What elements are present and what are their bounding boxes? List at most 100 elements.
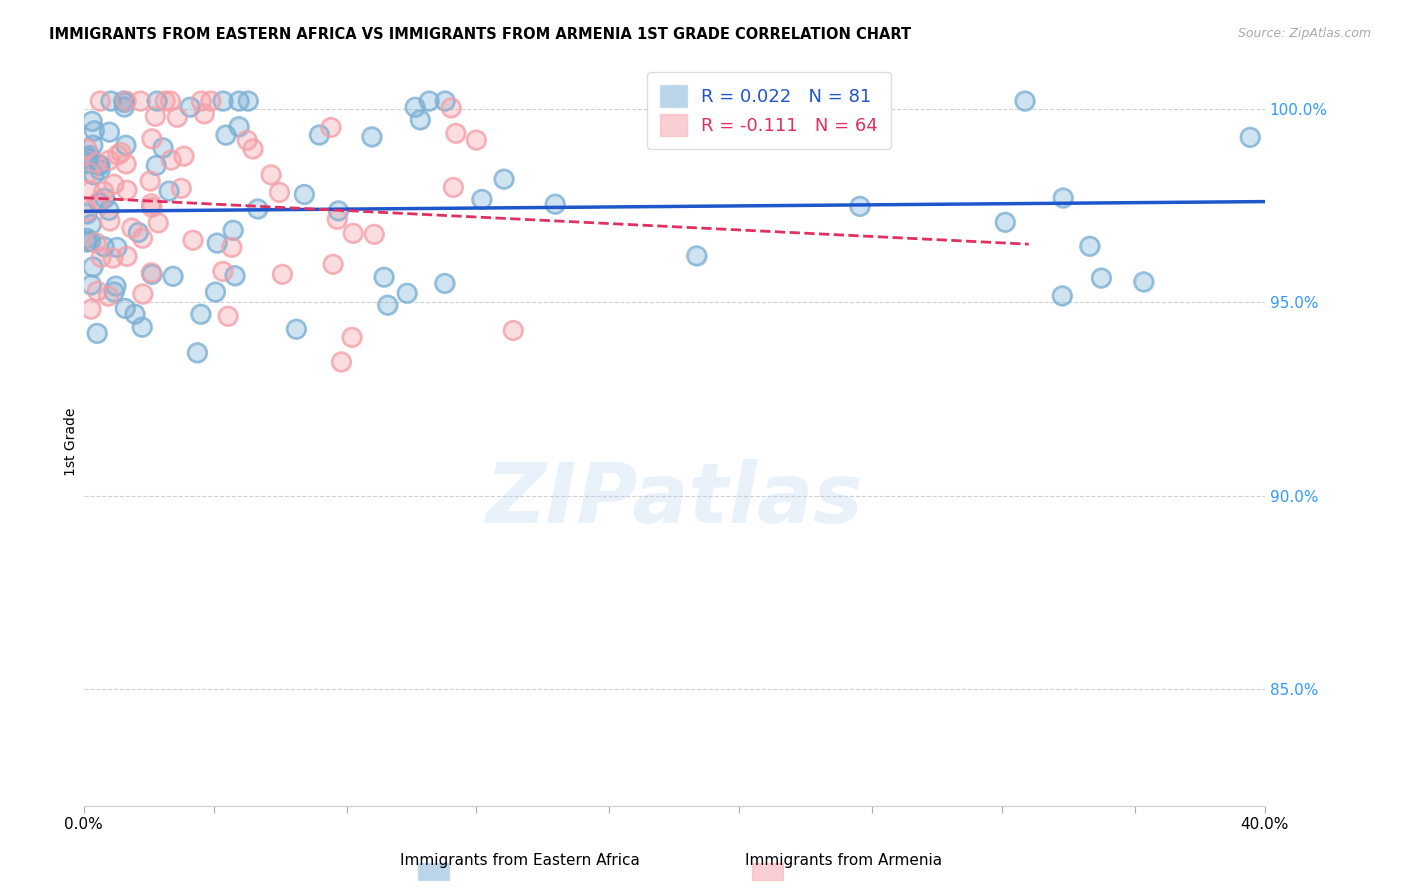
Point bbox=[112, 94, 135, 108]
Point bbox=[97, 289, 120, 303]
Point bbox=[465, 133, 488, 147]
Point bbox=[76, 235, 98, 249]
Point bbox=[141, 131, 163, 145]
Point bbox=[260, 168, 283, 182]
Point bbox=[328, 203, 350, 218]
Point bbox=[326, 212, 349, 227]
Point bbox=[131, 320, 153, 334]
Point bbox=[1239, 130, 1261, 145]
Point bbox=[228, 94, 250, 108]
Point bbox=[228, 120, 250, 134]
Point bbox=[360, 129, 382, 144]
Point bbox=[145, 158, 167, 172]
Point bbox=[242, 142, 264, 156]
Point bbox=[271, 267, 294, 281]
Point bbox=[363, 227, 385, 242]
Point bbox=[90, 251, 112, 265]
Point bbox=[221, 240, 243, 254]
Point bbox=[143, 109, 166, 123]
Point bbox=[342, 227, 364, 241]
Point bbox=[186, 345, 208, 359]
Point bbox=[685, 249, 707, 263]
Point bbox=[160, 153, 183, 167]
Point bbox=[1090, 271, 1112, 285]
Y-axis label: 1st Grade: 1st Grade bbox=[65, 408, 79, 475]
Point bbox=[89, 194, 111, 208]
Point bbox=[82, 260, 104, 274]
Point bbox=[93, 239, 115, 253]
Point bbox=[238, 94, 260, 108]
Point bbox=[115, 156, 138, 170]
Point bbox=[121, 220, 143, 235]
Point bbox=[84, 155, 107, 169]
Point bbox=[271, 267, 294, 281]
Point bbox=[1052, 289, 1074, 303]
Point bbox=[76, 156, 98, 170]
Point bbox=[340, 330, 363, 344]
Point bbox=[98, 153, 121, 168]
Point bbox=[104, 279, 127, 293]
Point bbox=[80, 218, 103, 232]
Point bbox=[205, 235, 228, 250]
Point bbox=[179, 100, 201, 114]
Point bbox=[143, 109, 166, 123]
Point bbox=[190, 307, 212, 321]
Point bbox=[98, 153, 121, 168]
Point bbox=[363, 227, 385, 242]
Point bbox=[222, 223, 245, 237]
Point bbox=[90, 251, 112, 265]
Point bbox=[157, 184, 180, 198]
Point bbox=[1078, 239, 1101, 253]
Point bbox=[115, 94, 138, 108]
Point bbox=[200, 94, 222, 108]
Point bbox=[103, 177, 125, 191]
Point bbox=[87, 158, 110, 172]
Point bbox=[101, 251, 124, 265]
Point bbox=[76, 203, 98, 218]
Point bbox=[114, 301, 136, 316]
Point bbox=[160, 153, 183, 167]
Point bbox=[152, 141, 174, 155]
Point bbox=[166, 110, 188, 124]
Point bbox=[1014, 94, 1036, 108]
Point bbox=[409, 112, 432, 127]
Point bbox=[112, 94, 135, 108]
Point bbox=[93, 191, 115, 205]
Point bbox=[127, 226, 149, 240]
Point bbox=[146, 216, 169, 230]
Point bbox=[441, 180, 464, 194]
Point bbox=[308, 128, 330, 142]
Point bbox=[308, 128, 330, 142]
Point bbox=[465, 133, 488, 147]
Point bbox=[373, 270, 395, 285]
Point bbox=[141, 196, 163, 211]
Point bbox=[121, 220, 143, 235]
Point bbox=[434, 94, 457, 108]
Point bbox=[98, 125, 121, 139]
Point bbox=[200, 94, 222, 108]
Point bbox=[322, 257, 344, 271]
Point bbox=[404, 100, 426, 114]
Point bbox=[76, 142, 98, 156]
Point bbox=[236, 133, 259, 147]
Point bbox=[146, 216, 169, 230]
Point bbox=[212, 94, 235, 108]
Point bbox=[76, 151, 98, 165]
Point bbox=[190, 94, 212, 108]
Point bbox=[79, 185, 101, 199]
Point bbox=[444, 126, 467, 140]
Point bbox=[396, 286, 419, 301]
Point bbox=[471, 193, 494, 207]
Point bbox=[76, 235, 98, 249]
Point bbox=[141, 266, 163, 280]
Point bbox=[86, 326, 108, 341]
Point bbox=[162, 269, 184, 284]
Point bbox=[228, 120, 250, 134]
Point bbox=[115, 94, 138, 108]
Point bbox=[849, 199, 872, 213]
Point bbox=[131, 231, 153, 245]
Point bbox=[114, 95, 136, 110]
Point bbox=[79, 301, 101, 316]
Point bbox=[93, 191, 115, 205]
Point bbox=[84, 235, 107, 250]
